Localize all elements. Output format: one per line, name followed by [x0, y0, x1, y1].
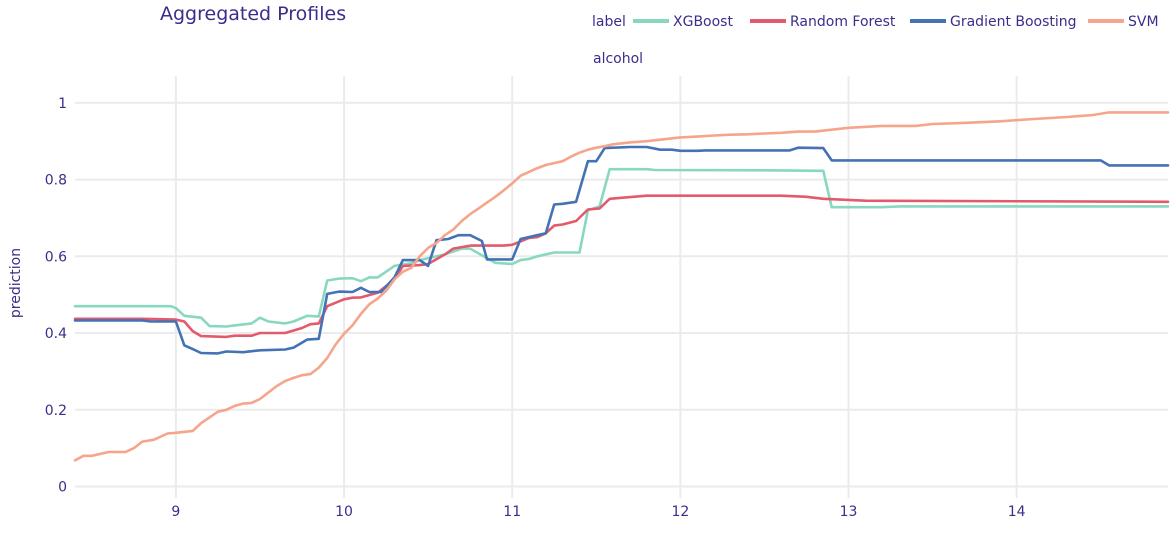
- x-tick-label: 14: [1008, 504, 1026, 520]
- legend[interactable]: label XGBoost Random Forest Gradient Boost…: [592, 14, 1159, 30]
- chart-title: Aggregated Profiles: [160, 3, 346, 25]
- y-axis-label: prediction: [8, 248, 24, 318]
- legend-item-svm[interactable]: SVM: [1088, 14, 1159, 30]
- y-tick-label: 1: [58, 96, 67, 112]
- series-line-random-forest[interactable]: [73, 194, 1170, 339]
- legend-item-gradient-boosting[interactable]: Gradient Boosting: [910, 14, 1077, 30]
- grid: [75, 76, 1168, 498]
- y-tick-label: 0.2: [45, 403, 67, 419]
- series-lines: [73, 111, 1170, 462]
- series-line-svm[interactable]: [73, 111, 1170, 462]
- x-axis-label: alcohol: [593, 51, 643, 67]
- legend-item-xgboost[interactable]: XGBoost: [633, 14, 733, 30]
- legend-title: label: [592, 14, 626, 30]
- legend-label: Gradient Boosting: [950, 14, 1077, 30]
- plot-area[interactable]: 9 10 11 12 13 14 0 0.2 0.4 0.6 0.8 1: [45, 76, 1170, 520]
- tick-labels: 9 10 11 12 13 14 0 0.2 0.4 0.6 0.8 1: [45, 96, 1026, 520]
- legend-label: SVM: [1128, 14, 1159, 30]
- x-tick-label: 11: [503, 504, 521, 520]
- series-line-xgboost[interactable]: [73, 167, 1170, 328]
- x-tick-label: 12: [671, 504, 689, 520]
- y-tick-label: 0.6: [45, 249, 67, 265]
- y-tick-label: 0.8: [45, 173, 67, 189]
- x-tick-label: 13: [840, 504, 858, 520]
- y-tick-label: 0: [58, 479, 67, 495]
- x-tick-label: 9: [171, 504, 180, 520]
- legend-label: Random Forest: [790, 14, 896, 30]
- y-tick-label: 0.4: [45, 326, 67, 342]
- legend-label: XGBoost: [673, 14, 733, 30]
- x-tick-label: 10: [335, 504, 353, 520]
- legend-item-random-forest[interactable]: Random Forest: [750, 14, 896, 30]
- series-line-gradient-boosting[interactable]: [73, 145, 1170, 355]
